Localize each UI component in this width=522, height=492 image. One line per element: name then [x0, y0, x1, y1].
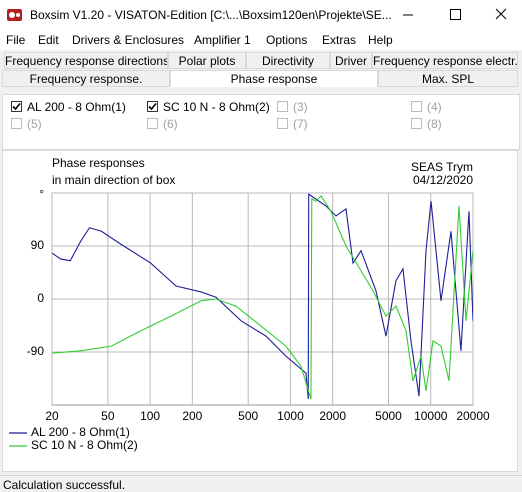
close-button[interactable]	[495, 8, 507, 20]
checkbox-label: (8)	[427, 117, 442, 131]
series-line	[52, 193, 473, 400]
checkbox[interactable]	[147, 101, 158, 112]
driver-panel: AL 200 - 8 Ohm(1) SC 10 N - 8 Ohm(2) (3) (4…	[2, 94, 520, 150]
chart-title: Phase responses	[52, 156, 145, 170]
tab-strip: Frequency response directions Polar plots…	[0, 52, 522, 90]
menu-item[interactable]: Edit	[38, 33, 59, 47]
tab[interactable]: Max. SPL	[378, 70, 518, 87]
y-tick-label: 0	[37, 291, 44, 305]
tab[interactable]: Driver	[330, 52, 372, 69]
checkbox-label: (3)	[293, 100, 308, 114]
checkbox-label: (4)	[427, 100, 442, 114]
app-icon	[7, 9, 22, 21]
window-title: Boxsim V1.20 - VISATON-Edition [C:\...\B…	[30, 8, 392, 22]
annotation: 04/12/2020	[413, 173, 473, 187]
checkbox-label[interactable]: AL 200 - 8 Ohm(1)	[27, 100, 126, 114]
x-tick-label: 5000	[375, 409, 402, 423]
maximize-button[interactable]	[450, 9, 461, 20]
x-tick-label: 20000	[456, 409, 490, 423]
x-tick-label: 500	[238, 409, 258, 423]
checkbox-label: (7)	[293, 117, 308, 131]
legend-label: AL 200 - 8 Ohm(1)	[31, 425, 130, 439]
check-mark	[148, 102, 157, 111]
status-bar: Calculation successful.	[0, 475, 522, 492]
checkbox[interactable]	[11, 101, 22, 112]
x-tick-label: 1000	[277, 409, 304, 423]
menu-bar: File Edit Drivers & Enclosures Amplifier 1 O…	[0, 30, 522, 50]
checkbox-label: (5)	[27, 117, 42, 131]
y-tick-label: °	[39, 187, 44, 201]
checkbox	[11, 118, 22, 129]
checkbox	[277, 101, 288, 112]
legend-label: SC 10 N - 8 Ohm(2)	[31, 438, 138, 452]
tab[interactable]: Frequency response directions	[4, 52, 168, 69]
x-tick-label: 2000	[319, 409, 346, 423]
annotation: SEAS Trym	[411, 160, 473, 174]
x-tick-label: 20	[45, 409, 59, 423]
check-mark	[12, 102, 21, 111]
y-tick-label: -90	[27, 344, 45, 358]
checkbox	[277, 118, 288, 129]
x-tick-label: 100	[140, 409, 160, 423]
checkbox-label[interactable]: SC 10 N - 8 Ohm(2)	[163, 100, 270, 114]
x-tick-label: 10000	[414, 409, 448, 423]
title-bar: Boxsim V1.20 - VISATON-Edition [C:\...\B…	[0, 0, 522, 30]
checkbox	[411, 118, 422, 129]
checkbox	[147, 118, 158, 129]
menu-item[interactable]: File	[6, 33, 26, 47]
tab[interactable]: Frequency response electr..	[372, 52, 518, 69]
menu-item[interactable]: Drivers & Enclosures	[72, 33, 185, 47]
chart-subtitle: in main direction of box	[52, 173, 175, 187]
checkbox-label: (6)	[163, 117, 178, 131]
series-line	[52, 195, 473, 400]
chart: Phase responses in main direction of box…	[9, 156, 490, 452]
x-tick-label: 50	[101, 409, 115, 423]
window-controls	[403, 8, 507, 20]
checkbox	[411, 101, 422, 112]
menu-item[interactable]: Help	[368, 33, 393, 47]
menu-item[interactable]: Extras	[322, 33, 357, 47]
tab[interactable]: Polar plots	[168, 52, 246, 69]
status-text: Calculation successful.	[3, 478, 126, 492]
tab[interactable]: Frequency response.	[2, 70, 170, 87]
tab[interactable]: Directivity	[246, 52, 330, 69]
y-tick-label: 90	[31, 238, 45, 252]
menu-item[interactable]: Amplifier 1	[194, 33, 251, 47]
chart-panel: Phase responses in main direction of box…	[2, 150, 518, 472]
x-tick-label: 200	[182, 409, 202, 423]
tab[interactable]: Phase response	[170, 70, 378, 87]
menu-item[interactable]: Options	[266, 33, 308, 47]
